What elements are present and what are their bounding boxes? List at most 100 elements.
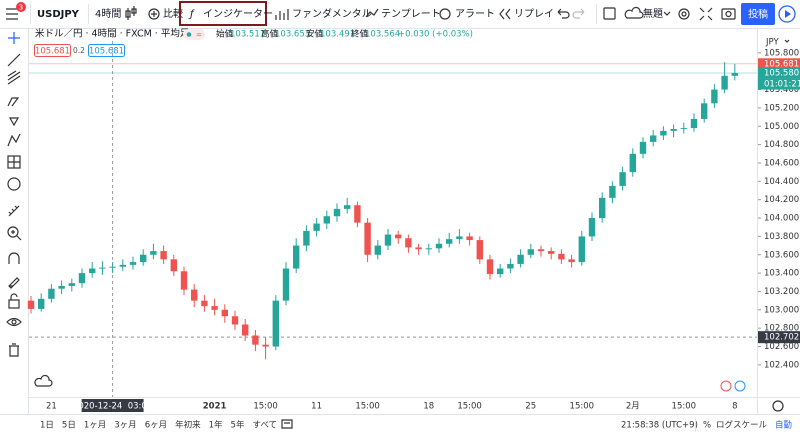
range-button[interactable]: すべて (252, 421, 277, 431)
menu-icon (6, 8, 18, 20)
interval[interactable]: 4時間 (95, 8, 121, 20)
templates[interactable]: テンプレート (381, 8, 441, 20)
candle-body (527, 249, 534, 255)
magnet-tool[interactable] (8, 252, 20, 264)
arrow-tool[interactable] (8, 117, 20, 127)
price-tag (758, 58, 800, 70)
undo[interactable] (557, 8, 570, 19)
x-tick-label: 25 (525, 402, 536, 412)
x-tick-label: 15:00 (253, 402, 278, 412)
x-tick-label: 15:00 (672, 402, 697, 412)
range-button[interactable]: 5年 (231, 420, 245, 431)
range-button[interactable]: 6ヶ月 (145, 421, 167, 431)
fundamentals[interactable]: ファンダメンタル (292, 7, 372, 20)
currency: JPY (765, 38, 779, 48)
range-button[interactable]: 1年 (209, 420, 223, 431)
pencil-tool[interactable] (8, 277, 20, 289)
play-button[interactable] (778, 5, 796, 23)
visibility-pupil (11, 319, 17, 325)
dot (186, 32, 192, 37)
settings-center (681, 11, 687, 17)
candle-body (68, 283, 75, 286)
trash-tool[interactable] (9, 343, 19, 357)
range-button[interactable]: 3ヶ月 (114, 421, 136, 431)
lock-tool[interactable] (8, 299, 20, 309)
fib-tool[interactable] (7, 70, 21, 85)
y-tick-label: 105.200 (764, 103, 799, 113)
price-tag-label: 105.681 (764, 59, 799, 69)
candle-body (639, 141, 647, 154)
range-button[interactable]: 1ヶ月 (84, 421, 106, 431)
dropdown-icon (663, 11, 671, 16)
redo[interactable] (572, 8, 585, 19)
candle-body (395, 234, 402, 239)
buy-button[interactable] (88, 44, 125, 57)
play-icon (785, 10, 791, 18)
publish-button[interactable] (741, 3, 775, 25)
visibility-tool[interactable] (6, 317, 22, 327)
cloud-status[interactable] (34, 374, 53, 387)
candle-body (252, 335, 259, 345)
indicators[interactable]: インジケーター (203, 8, 273, 20)
crosshair-price: 102.702 (764, 333, 799, 343)
brush-tool[interactable] (7, 97, 20, 107)
candle-body (27, 300, 35, 309)
log-toggle[interactable]: ログスケール (716, 420, 768, 431)
alert[interactable]: アラート (455, 8, 495, 20)
auto-toggle[interactable]: 自動 (775, 420, 792, 431)
replay[interactable]: リプレイ (514, 8, 554, 20)
candle-body (446, 239, 453, 244)
replay-icon (499, 8, 511, 20)
compare[interactable]: 比較 (163, 8, 183, 20)
y-tick-label: 103.600 (764, 250, 799, 260)
x-tick-label: 8 (732, 402, 737, 412)
pattern-tool[interactable] (7, 133, 21, 147)
candle-body (466, 236, 473, 241)
candle-body (211, 306, 218, 310)
range-button[interactable]: 5日 (62, 421, 76, 431)
candle-body (364, 222, 371, 255)
visibility-toggle[interactable] (183, 29, 205, 40)
percent-toggle[interactable]: % (703, 421, 711, 431)
event-icon[interactable] (734, 380, 746, 392)
y-tick-label: 105.000 (764, 122, 799, 132)
y-tick-label: 104.800 (764, 140, 799, 150)
axis-settings[interactable] (772, 400, 784, 412)
countdown-box (758, 78, 800, 90)
candle-body (629, 153, 636, 173)
publish: 投稿 (748, 8, 768, 21)
zoom-tool[interactable] (7, 226, 19, 238)
y-tick-label: 105.800 (764, 48, 799, 58)
snapshot[interactable] (721, 8, 736, 20)
sell-button[interactable] (34, 44, 71, 57)
layout-name[interactable]: 無題 (643, 7, 663, 20)
icon-tool[interactable] (7, 177, 21, 191)
date-range-icon[interactable] (281, 419, 293, 429)
projection-grid (8, 156, 20, 168)
crosshair-price-box (758, 331, 800, 344)
range-button[interactable]: 1日 (40, 421, 54, 431)
candle-body (497, 268, 504, 275)
candle-body (609, 185, 616, 198)
menu-button[interactable] (6, 8, 18, 20)
symbol[interactable]: USDJPY (37, 9, 80, 20)
range-button[interactable]: 年初来 (175, 420, 201, 431)
close-label: 終値 (351, 29, 369, 40)
crosshair-time: 2020-12-24 03:00 (73, 402, 152, 412)
chart-style-icon[interactable] (125, 6, 137, 20)
crosshair-tool[interactable] (8, 32, 20, 44)
x-tick-label: 21 (46, 402, 57, 412)
trend-line-tool[interactable] (7, 53, 21, 67)
lock-shackle (10, 293, 18, 300)
candle-body (486, 259, 494, 275)
settings[interactable] (678, 8, 690, 20)
price-tag (758, 67, 800, 79)
fullscreen[interactable] (699, 7, 713, 21)
layout-button[interactable] (603, 7, 616, 20)
candle-body (517, 254, 524, 264)
currency-dropdown[interactable] (784, 39, 790, 43)
event-icon[interactable] (720, 380, 732, 392)
low-label: 安値 (306, 29, 324, 40)
ruler-tool[interactable] (8, 205, 20, 217)
